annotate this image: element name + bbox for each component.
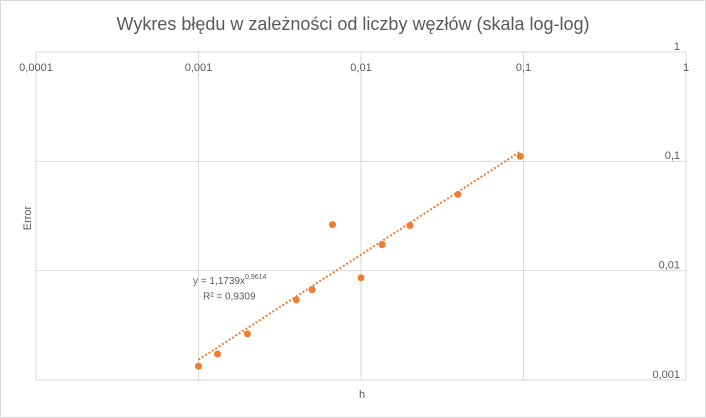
equation: y = 1,1739x [193, 276, 245, 287]
point [378, 241, 386, 249]
point [214, 350, 222, 358]
chart-title: Wykres błędu w zależności od liczby węzł… [116, 14, 589, 34]
point [308, 286, 316, 294]
point [357, 274, 365, 282]
r-squared: R² = 0,9309 [203, 292, 256, 303]
equation-exponent: 0,9614 [245, 274, 267, 281]
y-tick-label: 1 [674, 41, 680, 53]
point [243, 330, 251, 338]
point [406, 221, 414, 229]
y-axis-title: Error [22, 205, 34, 230]
point [454, 190, 462, 198]
point [292, 296, 300, 304]
x-tick-label: 0,1 [516, 62, 531, 74]
trendline-equation: y = 1,1739x0,9614 [193, 274, 267, 287]
y-tick-label: 0,01 [659, 260, 680, 272]
x-axis-title: h [359, 389, 365, 401]
point [516, 152, 524, 160]
x-tick-label: 1 [683, 62, 689, 74]
x-tick-label: 0,0001 [19, 62, 53, 74]
point [195, 362, 202, 370]
y-tick-label: 0,1 [665, 150, 680, 162]
y-tick-label: 0,001 [652, 369, 680, 381]
trendline-label: y = 1,1739x0,9614 R² = 0,9309 [193, 274, 267, 303]
x-tick-label: 0,01 [350, 62, 371, 74]
point [329, 221, 337, 229]
x-tick-label: 0,001 [185, 62, 213, 74]
